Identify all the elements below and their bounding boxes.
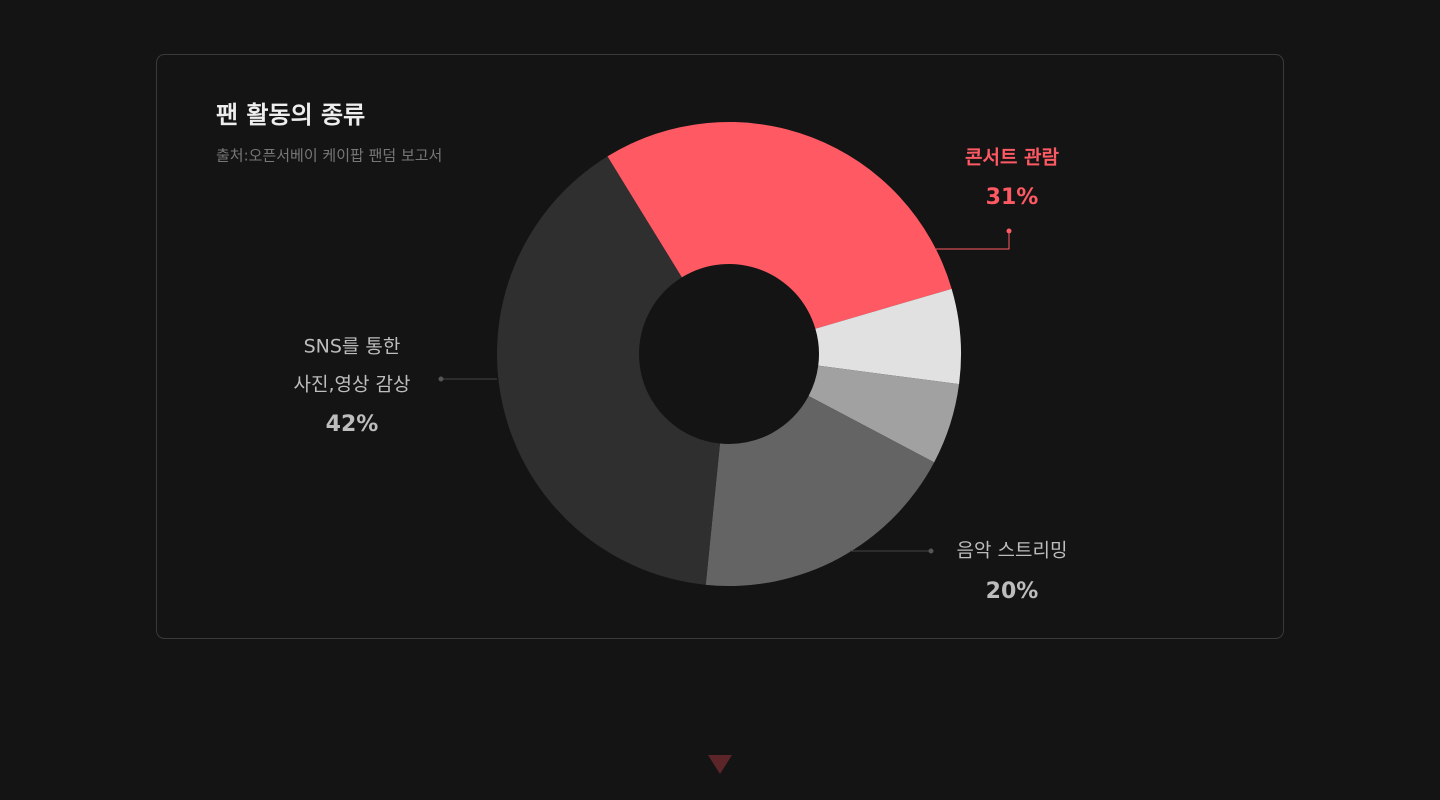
value-label: 20% <box>986 579 1039 604</box>
category-label: 콘서트 관람 <box>965 147 1060 169</box>
donut-slice <box>607 121 952 329</box>
scroll-arrow <box>708 755 732 774</box>
leader-line <box>936 231 1010 250</box>
donut-slice <box>808 365 960 463</box>
value-label: 42% <box>326 412 379 437</box>
leader-dot <box>438 376 444 382</box>
slices <box>497 121 961 586</box>
donut-slice <box>815 288 961 385</box>
card <box>156 54 1284 639</box>
leader-dot <box>928 548 934 554</box>
category-label: 사진,영상 감상 <box>294 374 411 396</box>
chart-title: 팬 활동의 종류 <box>216 101 365 129</box>
donut-slice <box>497 156 720 585</box>
value-label: 31% <box>986 185 1039 210</box>
category-label: 음악 스트리밍 <box>957 540 1068 562</box>
donut-slice <box>705 396 935 586</box>
chart-subtitle: 출처:오픈서베이 케이팝 팬덤 보고서 <box>216 147 442 165</box>
category-label: SNS를 통한 <box>304 336 401 358</box>
leader-dot <box>1006 228 1012 234</box>
